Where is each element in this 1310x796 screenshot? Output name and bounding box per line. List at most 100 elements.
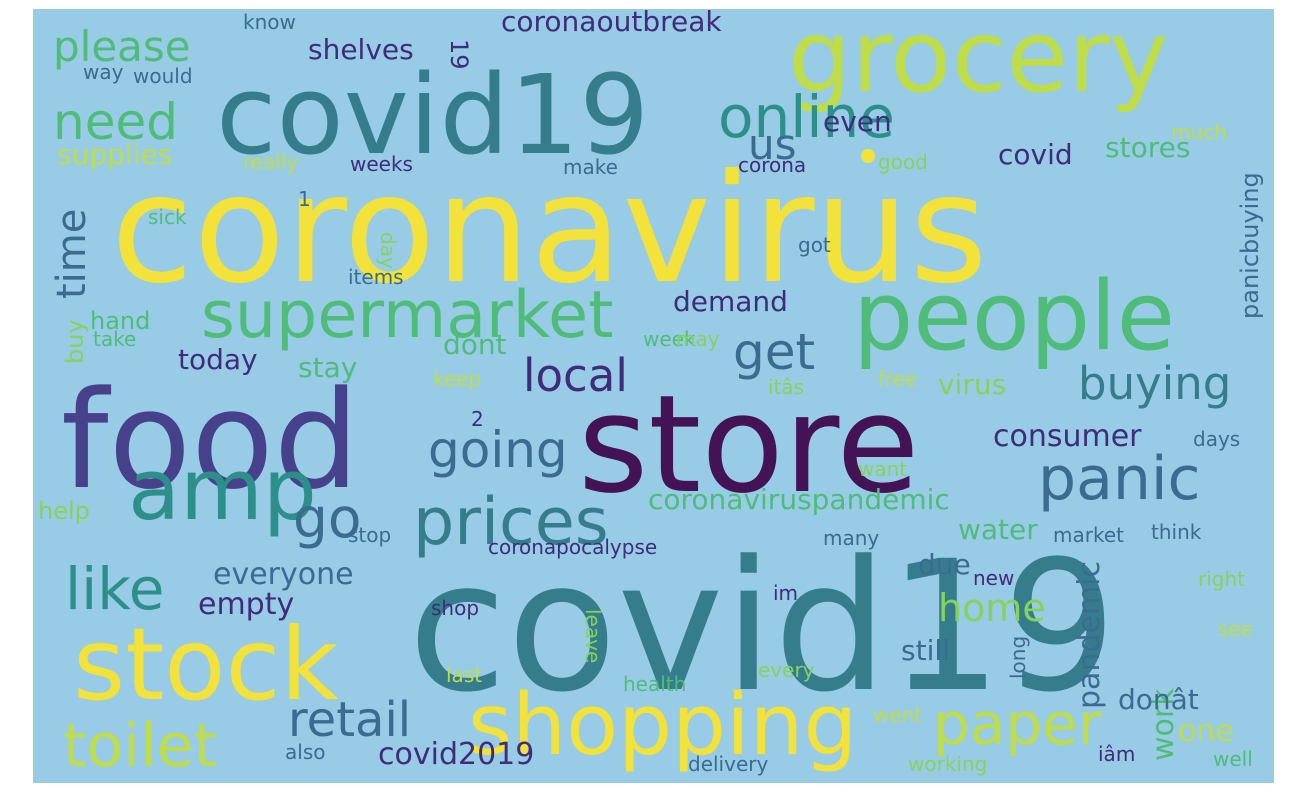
word-shelves-34: shelves (308, 33, 414, 66)
word-amp-9: amp (128, 441, 317, 540)
word-stay-42: stay (298, 351, 357, 384)
word-last-91: last (446, 663, 482, 687)
word-paper-15: paper (933, 690, 1102, 758)
word-it-s-75: itâs (768, 375, 804, 399)
word-online-12: online (718, 83, 895, 151)
word-really-60: really (243, 150, 298, 174)
word-us-26: us (748, 120, 797, 169)
word-week-72: week (643, 327, 696, 351)
word-covid19-1: covid19 (216, 51, 649, 179)
word-19-35: 19 (445, 39, 473, 70)
word-well-99: well (1213, 747, 1253, 771)
word-days-78: days (1193, 427, 1240, 451)
word-coronavirus-0: coronavirus (111, 143, 988, 317)
word-buying-17: buying (1078, 357, 1231, 410)
word-long-90: long (1006, 636, 1030, 679)
word-got-69: got (798, 233, 831, 257)
word-good-61: good (878, 150, 928, 174)
word-due-46: due (918, 548, 971, 581)
word-would-63: would (133, 64, 193, 88)
word-please-24: please (53, 22, 191, 71)
word-1-67: 1 (298, 187, 311, 211)
word-get-22: get (733, 323, 815, 381)
word-may-73: may (676, 327, 720, 351)
word-today-41: today (178, 343, 258, 376)
word-grocery-3: grocery (788, 9, 1168, 115)
word-right-86: right (1198, 567, 1245, 591)
word-hand-53: hand (90, 307, 150, 335)
word-don-t-51: donât (1118, 683, 1199, 716)
word-day-68: day (376, 232, 400, 269)
word-demand-40: demand (673, 285, 788, 318)
word-market-81: market (1053, 523, 1124, 547)
word-work-49: work (1146, 688, 1181, 761)
word-toilet-14: toilet (63, 711, 217, 781)
word-supplies-36: supplies (57, 138, 172, 171)
dot-mark (861, 149, 875, 163)
word-shopping-8: shopping (468, 676, 858, 775)
word-see-89: see (1218, 617, 1253, 641)
word-coronaviruspandemic-28: coronaviruspandemic (648, 483, 950, 516)
word-cloud-background (33, 9, 1274, 783)
word-covid2019-29: covid2019 (378, 737, 534, 772)
word-consumer-32: consumer (993, 419, 1142, 454)
word-make-59: make (563, 155, 618, 179)
word-i-m-98: iâm (1098, 742, 1135, 766)
word-many-83: many (823, 526, 879, 550)
word-local-21: local (523, 349, 628, 402)
word-way-64: way (83, 60, 124, 84)
word-cloud: coronavirus covid19 covid19 grocery food stor… (33, 9, 1274, 783)
word-going-16: going (428, 421, 568, 479)
word-retail-19: retail (288, 692, 411, 748)
word-items-70: items (348, 265, 404, 289)
word-food-4: food (61, 362, 359, 519)
word-new-84: new (973, 566, 1014, 590)
word-keep-74: keep (433, 367, 481, 391)
word-leave-88: leave (581, 609, 605, 663)
word-need-23: need (53, 93, 178, 151)
word-buy-54: buy (61, 319, 89, 364)
word-go-20: go (293, 486, 362, 550)
word-went-94: went (873, 703, 922, 727)
word-stock-7: stock (73, 606, 338, 723)
word-also-95: also (285, 740, 325, 764)
word-coronapocalypse-56: coronapocalypse (488, 535, 657, 559)
word-every-93: every (758, 658, 815, 682)
word-coronaoutbreak-33: coronaoutbreak (501, 9, 722, 38)
word-prices-11: prices (413, 485, 609, 560)
word-like-18: like (65, 555, 164, 623)
word-weeks-58: weeks (350, 152, 413, 176)
word-im-85: im (773, 581, 798, 605)
word-still-47: still (901, 634, 950, 667)
word-time-25: time (49, 209, 95, 299)
word-free-76: free (878, 367, 917, 391)
word-stores-37: stores (1105, 131, 1190, 164)
word-virus-44: virus (938, 368, 1006, 401)
word-people-6: people (853, 262, 1175, 372)
word-pandemic-48: pandemic (1072, 561, 1107, 709)
word-2-77: 2 (471, 407, 484, 431)
word-covid-38: covid (998, 138, 1073, 171)
word-take-71: take (93, 327, 136, 351)
word-stop-80: stop (348, 523, 391, 547)
word-panic-13: panic (1038, 444, 1201, 514)
word-dont-43: dont (443, 328, 507, 361)
word-empty-31: empty (198, 587, 294, 622)
word-working-97: working (908, 752, 987, 776)
word-health-92: health (623, 672, 686, 696)
word-store-5: store (578, 366, 919, 523)
word-home-27: home (938, 586, 1046, 630)
word-even-39: even (823, 105, 892, 138)
word-delivery-96: delivery (688, 752, 768, 776)
word-panicbuying-52: panicbuying (1236, 172, 1264, 319)
word-sick-66: sick (148, 205, 187, 229)
word-know-65: know (243, 10, 296, 34)
word-think-82: think (1151, 520, 1202, 544)
word-corona-57: corona (738, 153, 806, 177)
word-want-79: want (858, 457, 907, 481)
word-covid19-2: covid19 (408, 523, 1117, 732)
word-water-45: water (958, 513, 1038, 546)
word-help-55: help (38, 497, 90, 525)
